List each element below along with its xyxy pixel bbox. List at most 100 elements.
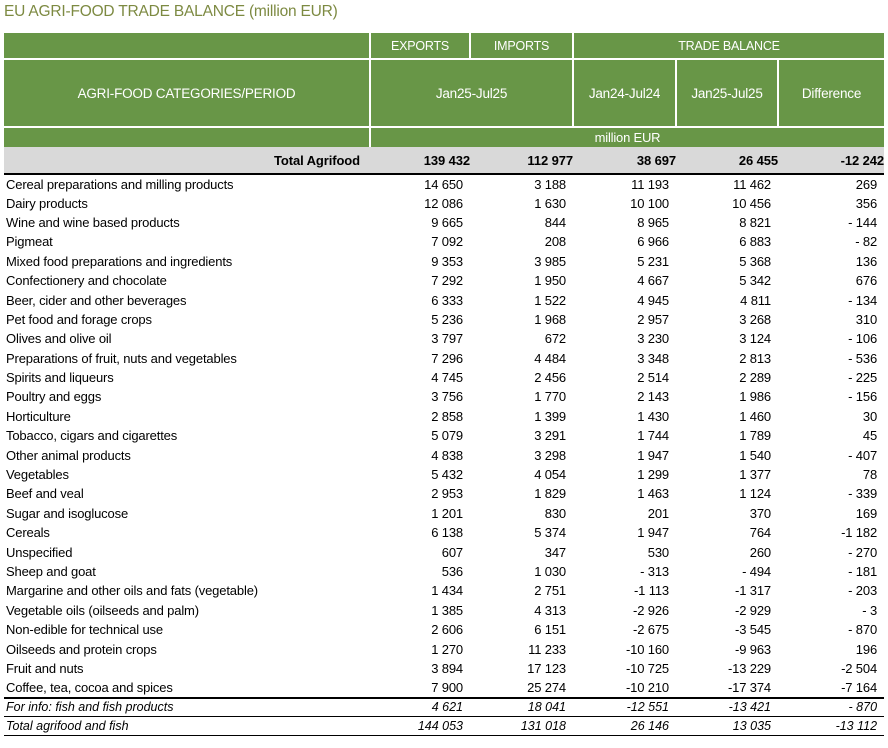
- exports-value: 2 606: [431, 622, 463, 638]
- tb-previous-value: 2 143: [637, 389, 669, 405]
- exports-value: 9 665: [431, 214, 463, 230]
- tb-current-value: -17 374: [727, 679, 771, 695]
- tb-current-value: 4 811: [740, 292, 771, 308]
- table-row: Other animal products 4 838 3 298 1 947 1 54…: [4, 445, 884, 464]
- tb-previous-value: -10 160: [625, 641, 669, 657]
- total-agrifood-row: Total Agrifood 139 432 112 977 38 697 26…: [4, 147, 884, 175]
- difference-value: - 144: [848, 214, 878, 230]
- table-row: Oilseeds and protein crops 1 270 11 233 -10…: [4, 639, 884, 658]
- table-row: Olives and olive oil 3 797 672 3 230 3 124 - …: [4, 329, 884, 348]
- table-row: Wine and wine based products 9 665 844 8 96…: [4, 213, 884, 232]
- table-row: Preparations of fruit, nuts and vegetabl…: [4, 349, 884, 368]
- table-header: EXPORTS IMPORTS TRADE BALANCE AGRI-FOOD …: [4, 33, 885, 147]
- category-label: Vegetable oils (oilseeds and palm): [6, 602, 199, 618]
- difference-value: 356: [855, 195, 878, 211]
- table-row: Beef and veal 2 953 1 829 1 463 1 124 - 339: [4, 484, 884, 503]
- tb-previous-value: 5 231: [637, 253, 669, 269]
- tb-current-value: 5 368: [739, 253, 771, 269]
- tb-current-value: - 494: [742, 564, 771, 579]
- tb-current-value: 1 460: [739, 408, 771, 424]
- header-imports: IMPORTS: [469, 33, 573, 60]
- total-row-label: Total Agrifood: [4, 147, 370, 175]
- category-label: Sugar and isoglucose: [6, 505, 129, 521]
- category-label: Pigmeat: [6, 234, 53, 250]
- tb-previous-value: -1 113: [634, 583, 669, 599]
- header-period-exports-imports: Jan25-Jul25: [369, 59, 573, 128]
- total-imports-value: 112 977: [470, 147, 573, 175]
- imports-value: 1 968: [534, 311, 566, 327]
- category-label: Pet food and forage crops: [6, 311, 152, 327]
- imports-value: 830: [544, 505, 566, 521]
- imports-value: 1 630: [534, 195, 566, 211]
- header-row-flows: EXPORTS IMPORTS TRADE BALANCE: [4, 33, 885, 60]
- category-label: Sheep and goat: [6, 564, 96, 579]
- page-title: EU AGRI-FOOD TRADE BALANCE (million EUR): [4, 3, 338, 20]
- category-label: Other animal products: [6, 447, 131, 463]
- table-row: Unspecified 607 347 530 260 - 270: [4, 542, 884, 561]
- tb-current-value: 6 883: [739, 234, 771, 250]
- header-unit-empty-cell: [4, 127, 370, 147]
- difference-value: - 3: [862, 602, 878, 618]
- exports-value: 7 296: [431, 350, 463, 366]
- table-row: Spirits and liqueurs 4 745 2 456 2 514 2 289…: [4, 368, 884, 387]
- category-label: Horticulture: [6, 408, 71, 424]
- difference-value: - 181: [848, 564, 878, 579]
- tb-previous-value: 530: [647, 544, 669, 560]
- tb-current-value: 260: [749, 544, 771, 560]
- difference-value: -7 164: [841, 679, 878, 695]
- exports-value: 3 756: [431, 389, 463, 405]
- category-label: Fruit and nuts: [6, 660, 84, 676]
- header-row-periods: AGRI-FOOD CATEGORIES/PERIOD Jan25-Jul25 …: [4, 59, 885, 128]
- category-label: Spirits and liqueurs: [6, 370, 114, 386]
- difference-value: - 106: [848, 331, 878, 347]
- imports-value: 1 950: [534, 273, 566, 289]
- category-label: Poultry and eggs: [6, 389, 102, 405]
- exports-value: 7 900: [431, 679, 463, 695]
- tb-previous-value: 1 299: [637, 467, 669, 483]
- imports-value: 5 374: [534, 525, 566, 541]
- tb-current-value: -13 229: [727, 660, 771, 676]
- exports-value: 3 797: [431, 331, 463, 347]
- exports-value: 5 432: [431, 467, 463, 483]
- tb-current-value: 1 986: [739, 389, 771, 405]
- imports-value: 6 151: [534, 622, 566, 638]
- tb-previous-value: -2 675: [633, 622, 669, 638]
- difference-value: 269: [855, 176, 878, 192]
- tb-current-value: 10 456: [732, 195, 771, 211]
- imports-value: 4 054: [534, 467, 566, 483]
- tb-previous-value: 1 430: [637, 408, 669, 424]
- category-label: Olives and olive oil: [6, 331, 112, 347]
- imports-value: 3 985: [534, 253, 566, 269]
- category-label: Non-edible for technical use: [6, 622, 163, 638]
- tb-current-value: 5 342: [739, 273, 771, 289]
- tb-previous-value: 3 348: [637, 350, 669, 366]
- difference-value: -2 504: [841, 660, 878, 676]
- difference-value: 45: [862, 428, 878, 444]
- total-exports-value: 139 432: [370, 147, 470, 175]
- difference-value: 676: [855, 273, 878, 289]
- difference-value: - 134: [848, 292, 878, 308]
- tb-previous-value: -12 551: [573, 696, 676, 718]
- tb-current-value: 1 789: [739, 428, 771, 444]
- tb-previous-value: -10 210: [625, 679, 669, 695]
- tb-previous-value: 2 514: [637, 370, 669, 386]
- difference-value: - 407: [848, 447, 878, 463]
- difference-value: - 870: [778, 696, 885, 718]
- exports-value: 1 270: [431, 641, 463, 657]
- tb-previous-value: 1 947: [637, 447, 669, 463]
- exports-value: 4 745: [431, 370, 463, 386]
- category-label: Confectionery and chocolate: [6, 273, 167, 289]
- exports-value: 5 236: [431, 311, 463, 327]
- exports-value: 4 838: [431, 447, 463, 463]
- table-body: Total Agrifood 139 432 112 977 38 697 26…: [4, 147, 884, 698]
- category-label: Mixed food preparations and ingredients: [6, 253, 233, 269]
- table-row: Sugar and isoglucose 1 201 830 201 370 169: [4, 504, 884, 523]
- exports-value: 2 953: [431, 486, 463, 502]
- imports-value: 131 018: [470, 716, 573, 737]
- exports-value: 536: [441, 564, 463, 579]
- exports-value: 5 079: [431, 428, 463, 444]
- imports-value: 11 233: [528, 641, 566, 657]
- category-label: Beef and veal: [6, 486, 84, 502]
- tb-current-value: -3 545: [735, 622, 771, 638]
- exports-value: 12 086: [424, 195, 463, 211]
